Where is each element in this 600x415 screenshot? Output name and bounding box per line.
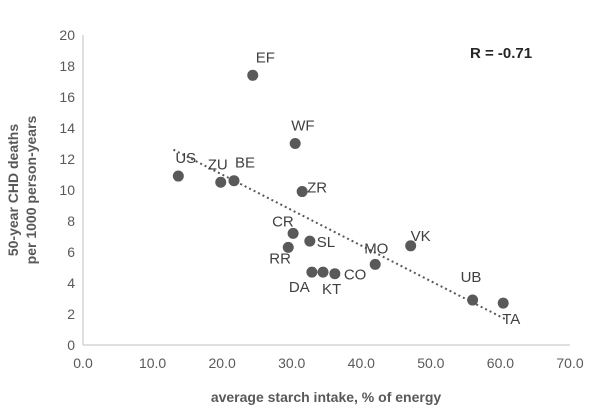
- y-tick-label: 16: [59, 89, 75, 105]
- y-tick-label: 18: [59, 58, 75, 74]
- data-label-sl: SL: [317, 234, 335, 251]
- x-tick-label: 30.0: [278, 355, 305, 371]
- data-label-zr: ZR: [307, 180, 327, 197]
- y-tick-labels: 0 2 4 6 8 10 12 14 16 18 20: [59, 27, 75, 353]
- data-point-co: [329, 268, 341, 280]
- x-tick-label: 70.0: [556, 355, 583, 371]
- y-tick-label: 12: [59, 151, 75, 167]
- data-label-rr: RR: [269, 250, 291, 267]
- y-tick-label: 14: [59, 120, 75, 136]
- data-point-da: [306, 266, 318, 278]
- data-label-ta: TA: [502, 311, 520, 328]
- data-label-zu: ZU: [208, 156, 228, 173]
- y-tick-label: 20: [59, 27, 75, 43]
- data-label-mo: MO: [364, 240, 388, 257]
- data-point-sl: [304, 235, 316, 247]
- y-axis-title-line-1: 50-year CHD deaths: [5, 124, 21, 256]
- y-tick-label: 6: [67, 244, 75, 260]
- x-tick-labels: 0.0 10.0 20.0 30.0 40.0 50.0 60.0 70.0: [73, 355, 584, 371]
- y-tick-label: 2: [67, 306, 75, 322]
- data-point-wf: [289, 138, 301, 149]
- x-axis-title: average starch intake, % of energy: [211, 389, 442, 405]
- data-point-be: [228, 175, 240, 187]
- data-label-vk: VK: [411, 228, 431, 245]
- y-tick-label: 4: [67, 275, 75, 291]
- data-point-kt: [317, 266, 329, 278]
- correlation-annotation: R = -0.71: [470, 45, 532, 62]
- data-label-us: US: [175, 150, 196, 167]
- data-point-mo: [369, 258, 381, 270]
- data-point-vk: [405, 240, 417, 252]
- data-points: [172, 69, 509, 309]
- data-point-ub: [467, 294, 479, 306]
- data-point-us: [172, 170, 184, 182]
- y-tick-label: 8: [67, 213, 75, 229]
- x-tick-label: 10.0: [139, 355, 166, 371]
- data-point-ef: [247, 69, 259, 81]
- data-label-ub: UB: [461, 269, 482, 286]
- x-tick-label: 20.0: [209, 355, 236, 371]
- data-label-cr: CR: [272, 213, 294, 230]
- data-point-zu: [215, 176, 227, 188]
- data-point-ta: [497, 297, 509, 309]
- data-label-ef: EF: [256, 49, 275, 66]
- data-label-be: BE: [235, 155, 255, 172]
- x-tick-label: 40.0: [348, 355, 375, 371]
- data-label-co: CO: [344, 267, 367, 284]
- data-label-wf: WF: [291, 118, 314, 135]
- data-label-kt: KT: [322, 281, 341, 298]
- x-tick-label: 60.0: [487, 355, 514, 371]
- x-tick-label: 50.0: [417, 355, 444, 371]
- x-tick-label: 0.0: [73, 355, 93, 371]
- data-point-cr: [287, 227, 299, 239]
- axes: [82, 35, 570, 346]
- y-axis-title-line-2: per 1000 person-years: [23, 115, 39, 264]
- y-tick-label: 0: [67, 337, 75, 353]
- y-tick-label: 10: [59, 182, 75, 198]
- data-point-zr: [296, 186, 308, 198]
- data-point-rr: [282, 241, 294, 253]
- data-label-da: DA: [289, 279, 310, 296]
